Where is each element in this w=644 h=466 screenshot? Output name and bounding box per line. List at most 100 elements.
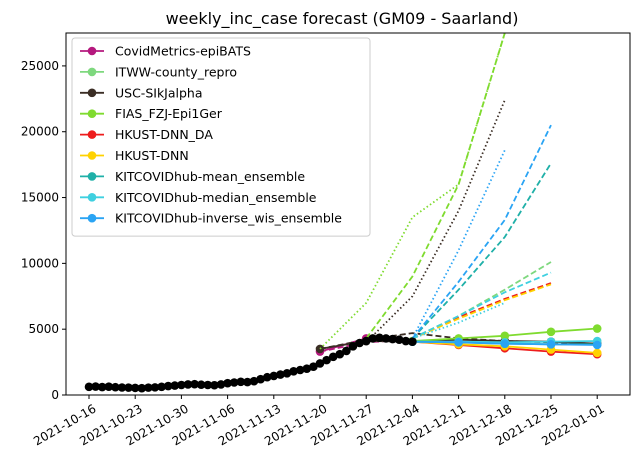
observed-point: [375, 333, 384, 343]
observed-point: [381, 334, 391, 343]
legend-swatch-marker: [87, 88, 97, 98]
observed-point: [117, 383, 127, 392]
observed-point: [223, 378, 232, 388]
observed-point: [256, 374, 265, 384]
legend-swatch-marker: [87, 109, 97, 118]
observed-point: [243, 377, 252, 387]
observed-point: [408, 337, 417, 346]
legend-swatch-marker: [87, 151, 97, 160]
observed-point: [295, 365, 305, 375]
y-tick-label: 20000: [21, 125, 59, 139]
observed-point: [388, 334, 397, 344]
observed-point: [302, 364, 312, 373]
series-line: [411, 149, 506, 339]
legend: CovidMetrics-epiBATS ITWW-county_repro USC…: [71, 37, 371, 237]
observed-point: [84, 382, 94, 392]
observed-point: [104, 382, 114, 392]
observed-point: [289, 367, 298, 376]
observed-point: [368, 334, 378, 343]
series-line: [365, 33, 506, 339]
legend-swatch-marker: [87, 46, 97, 56]
y-tick-label: 10000: [21, 256, 59, 270]
legend-label: FIAS_FZJ-Epi1Ger: [115, 106, 223, 121]
x-axis: 2021-10-162021-10-232021-10-302021-11-06…: [31, 395, 607, 448]
observed-point: [335, 349, 345, 359]
chart-title: weekly_inc_case forecast (GM09 - Saarlan…: [166, 9, 519, 29]
series-point: [315, 344, 325, 354]
legend-label: KITCOVIDhub-median_ensemble: [115, 190, 317, 205]
legend-label: HKUST-DNN: [115, 148, 189, 163]
series-line: [411, 124, 552, 339]
legend-swatch-marker: [87, 193, 97, 202]
series-point: [500, 339, 510, 348]
observed-point: [262, 372, 272, 382]
observed-point: [91, 382, 100, 391]
observed-point: [210, 380, 219, 390]
observed-point: [163, 381, 173, 391]
observed-point: [97, 382, 107, 392]
observed-point: [236, 377, 246, 387]
legend-swatch-marker: [87, 213, 97, 223]
observed-point: [315, 359, 325, 368]
observed-point: [394, 335, 404, 345]
observed-point: [203, 380, 213, 390]
series-line: [412, 261, 552, 340]
legend-label: KITCOVIDhub-inverse_wis_ensemble: [115, 211, 342, 226]
observed-point: [276, 370, 285, 379]
legend-swatch-marker: [87, 67, 97, 77]
y-tick-label: 5000: [28, 322, 59, 336]
observed-point: [229, 378, 239, 387]
observed-point: [190, 379, 199, 389]
y-tick-label: 25000: [21, 59, 59, 73]
series-point: [546, 340, 556, 349]
observed-point: [183, 380, 193, 389]
series-line: [412, 302, 506, 340]
legend-label: HKUST-DNN_DA: [115, 127, 213, 142]
series-point: [592, 348, 602, 358]
y-tick-label: 15000: [21, 191, 59, 205]
series-line: [412, 283, 552, 340]
observed-point: [282, 368, 292, 378]
observed-point: [170, 381, 180, 390]
plot-frame: [65, 32, 631, 396]
observed-point: [342, 346, 351, 356]
observed-point: [361, 336, 371, 346]
legend-swatch-marker: [87, 130, 97, 139]
series-point: [592, 324, 602, 333]
observed-point: [309, 362, 318, 371]
observed-point: [249, 376, 259, 386]
series-point: [592, 340, 602, 350]
observed-point: [150, 383, 160, 392]
series-line: [412, 271, 552, 340]
legend-label: CovidMetrics-epiBATS: [115, 44, 251, 59]
observed-point: [348, 341, 358, 351]
plot-area: [84, 33, 602, 393]
series-point: [546, 327, 556, 337]
observed-point: [401, 336, 411, 346]
observed-point: [177, 380, 186, 390]
observed-point: [130, 383, 140, 393]
observed-point: [144, 383, 153, 392]
observed-point: [216, 380, 226, 389]
series-line: [365, 99, 506, 343]
series-point: [500, 331, 510, 341]
observed-point: [355, 338, 364, 348]
legend-swatch-marker: [87, 172, 97, 181]
legend-label: ITWW-county_repro: [115, 64, 237, 79]
observed-point: [157, 382, 166, 392]
observed-point: [111, 382, 120, 392]
observed-point: [137, 383, 147, 393]
observed-point: [322, 355, 331, 365]
legend-label: USC-SIkJalpha: [115, 85, 203, 100]
series-point: [454, 338, 463, 347]
observed-point: [196, 380, 206, 390]
series-line: [412, 282, 552, 340]
observed-point: [328, 352, 338, 362]
series-line: [411, 162, 552, 340]
y-tick-label: 0: [51, 388, 59, 402]
observed-point: [269, 371, 279, 381]
legend-label: KITCOVIDhub-mean_ensemble: [115, 169, 305, 184]
observed-point: [124, 383, 133, 392]
y-axis: 0 5000 10000 15000 20000 25000: [21, 59, 66, 402]
